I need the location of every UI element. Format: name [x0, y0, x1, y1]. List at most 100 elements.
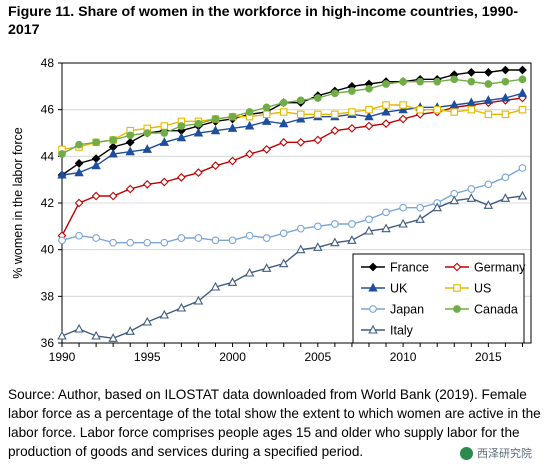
data-point [279, 108, 288, 116]
data-point [348, 220, 356, 228]
data-point [177, 172, 186, 182]
data-point [92, 234, 100, 242]
data-point [449, 99, 459, 109]
data-point [91, 330, 101, 340]
data-point [501, 110, 510, 119]
data-point [194, 119, 203, 128]
data-point [501, 173, 510, 182]
data-point [484, 80, 493, 88]
y-tick-label: 48 [41, 56, 55, 70]
data-point [518, 65, 527, 75]
data-point [382, 208, 390, 217]
data-point [125, 184, 135, 194]
watermark: 西泽研究院 [456, 444, 536, 462]
data-point [398, 218, 408, 228]
series-line [61, 69, 523, 176]
data-point [432, 202, 442, 212]
data-point [227, 123, 238, 132]
data-point [74, 323, 84, 333]
data-point [416, 203, 424, 212]
data-point [244, 267, 255, 277]
data-point [450, 75, 459, 84]
x-tick-label: 2005 [304, 350, 331, 364]
data-point [193, 295, 204, 305]
data-point [159, 137, 170, 146]
x-tick-label: 2010 [390, 350, 417, 364]
data-point [228, 236, 237, 245]
legend-swatch-marker [452, 262, 462, 272]
data-point [467, 105, 476, 114]
data-point [109, 238, 118, 247]
data-point [399, 77, 407, 86]
data-point [365, 105, 373, 114]
data-point [467, 77, 476, 86]
data-point [381, 223, 391, 233]
data-point [398, 114, 408, 124]
source-note: Source: Author, based on ILOSTAT data do… [8, 387, 541, 459]
data-point [194, 168, 203, 178]
data-point [126, 238, 135, 247]
data-point [211, 115, 220, 123]
series-france [57, 65, 527, 180]
data-point [279, 229, 288, 238]
data-point [108, 191, 118, 201]
data-point [450, 108, 459, 116]
data-point [278, 118, 289, 128]
legend-item-canada: Canada [445, 303, 518, 317]
data-point [296, 96, 305, 105]
series-canada [58, 75, 527, 158]
data-point [211, 236, 220, 245]
data-point [210, 125, 221, 135]
data-point [262, 144, 272, 154]
series-line [61, 92, 523, 176]
watermark-text: 西泽研究院 [477, 447, 532, 460]
legend-label: Canada [474, 303, 518, 317]
data-point [399, 101, 407, 109]
x-axis-ticks: 1990 1995 2000 2005 2010 2015 [49, 343, 523, 364]
y-tick-label: 40 [41, 243, 55, 257]
legend-label: UK [390, 282, 408, 296]
data-point [466, 97, 477, 107]
data-point [74, 167, 84, 177]
data-point [109, 136, 118, 144]
data-point [160, 122, 169, 130]
data-point [484, 110, 493, 119]
data-point [364, 225, 374, 235]
data-point [74, 198, 84, 208]
data-point [142, 316, 152, 326]
x-tick-label: 2000 [219, 350, 246, 364]
data-point [57, 330, 67, 340]
data-point [483, 95, 494, 104]
data-point [177, 122, 186, 130]
data-point [518, 164, 527, 172]
data-point [381, 106, 391, 116]
legend-swatch-marker [369, 305, 377, 313]
data-point [296, 224, 305, 233]
legend-item-uk: UK [361, 282, 408, 296]
series-line [61, 78, 523, 155]
legend-swatch-marker [453, 284, 461, 292]
data-point [365, 215, 373, 224]
data-point [91, 191, 101, 201]
x-tick-label: 1990 [49, 350, 76, 364]
data-point [142, 179, 152, 189]
data-point [244, 120, 255, 130]
data-point [518, 75, 527, 84]
data-point [296, 113, 306, 123]
data-point [364, 111, 374, 121]
legend-item-us: US [445, 282, 491, 296]
data-point [176, 132, 187, 142]
data-point [330, 126, 340, 136]
legend-label: Italy [390, 324, 414, 338]
data-point [125, 326, 135, 335]
data-point [416, 105, 424, 114]
data-point [415, 214, 425, 223]
data-point [160, 238, 169, 247]
data-point [483, 200, 494, 209]
y-tick-label: 44 [41, 149, 55, 163]
data-point [245, 231, 254, 240]
data-point [347, 235, 357, 244]
legend-label: France [390, 261, 429, 275]
data-point [262, 103, 271, 112]
data-point [160, 129, 169, 137]
